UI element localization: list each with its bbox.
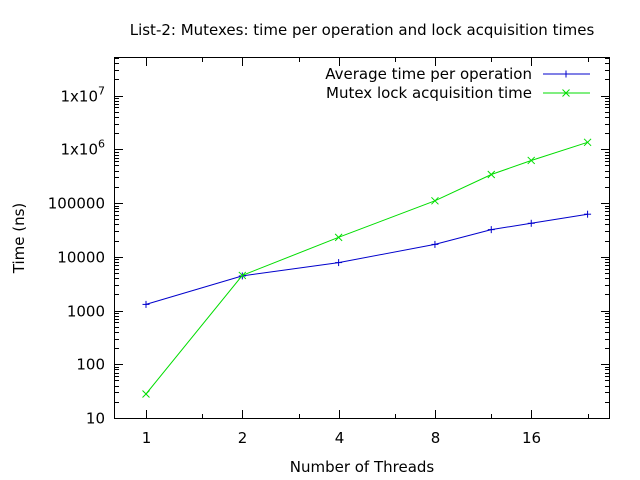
x-tick-label: 2 bbox=[238, 429, 248, 447]
y-tick-label: 1000 bbox=[67, 303, 105, 321]
y-tick-label: 1x106 bbox=[60, 138, 105, 159]
data-point-series-2 bbox=[334, 233, 343, 242]
legend-marker bbox=[562, 70, 570, 78]
series-line-2 bbox=[145, 141, 588, 395]
y-axis-label: Time (ns) bbox=[10, 203, 28, 275]
data-point-series-2 bbox=[527, 156, 536, 165]
data-point-series-2 bbox=[583, 138, 592, 147]
legend-label: Average time per operation bbox=[325, 65, 532, 83]
data-point-series-1 bbox=[584, 210, 592, 218]
y-tick-label: 10000 bbox=[57, 249, 105, 267]
data-point-series-1 bbox=[527, 219, 535, 227]
data-point-series-2 bbox=[431, 196, 439, 205]
data-point-series-2 bbox=[142, 390, 150, 398]
data-point-series-2 bbox=[238, 271, 247, 280]
y-tick-label: 100000 bbox=[48, 195, 105, 213]
data-point-series-1 bbox=[335, 259, 343, 267]
legend-label: Mutex lock acquisition time bbox=[326, 84, 532, 102]
x-axis-label: Number of Threads bbox=[290, 458, 435, 476]
axis-ticks: 1 2 4 8 16 10 100 1000 10000 100000 1x106 1x107 bbox=[48, 58, 609, 447]
x-tick-label: 16 bbox=[522, 429, 541, 447]
data-point-series-1 bbox=[142, 300, 150, 308]
legend-marker bbox=[562, 89, 570, 97]
chart-title: List-2: Mutexes: time per operation and … bbox=[130, 21, 595, 39]
y-tick-label: 1x107 bbox=[60, 85, 105, 106]
x-tick-label: 1 bbox=[142, 429, 152, 447]
series-line-1 bbox=[145, 213, 588, 305]
data-point-series-1 bbox=[431, 240, 439, 248]
series-layer bbox=[142, 138, 592, 398]
data-point-series-2 bbox=[487, 170, 496, 179]
y-tick-label: 10 bbox=[86, 410, 105, 428]
plot-frame bbox=[114, 57, 610, 419]
x-tick-label: 8 bbox=[431, 429, 441, 447]
x-tick-label: 4 bbox=[335, 429, 345, 447]
data-point-series-1 bbox=[487, 226, 495, 234]
y-tick-label: 100 bbox=[76, 356, 105, 374]
